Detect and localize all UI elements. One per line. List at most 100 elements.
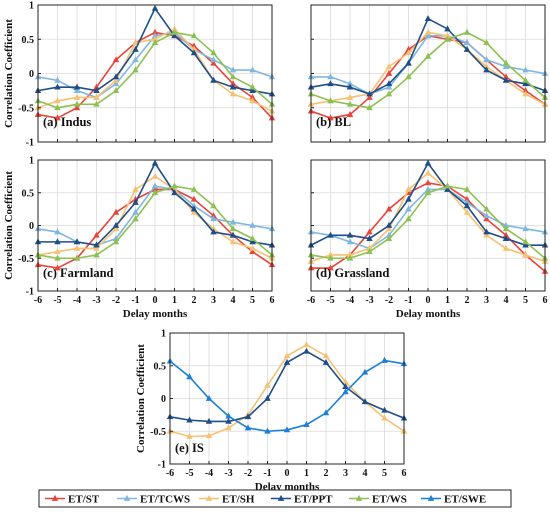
data-point bbox=[385, 80, 393, 87]
data-point bbox=[54, 238, 61, 245]
data-point bbox=[327, 231, 334, 238]
data-point bbox=[93, 231, 100, 238]
data-point bbox=[132, 56, 139, 63]
data-point bbox=[366, 93, 373, 100]
data-point bbox=[132, 198, 139, 205]
series-et-swe bbox=[166, 356, 408, 434]
data-point bbox=[171, 189, 178, 196]
data-point bbox=[463, 195, 471, 202]
data-point bbox=[444, 25, 451, 32]
legend-entry: ET/SH bbox=[199, 494, 255, 506]
x-tick-label: 3 bbox=[343, 468, 348, 479]
data-point bbox=[205, 394, 213, 401]
data-point bbox=[171, 32, 178, 39]
data-point bbox=[483, 212, 490, 219]
data-point bbox=[54, 264, 61, 271]
data-point bbox=[112, 56, 120, 63]
x-tick-label: 6 bbox=[402, 468, 407, 479]
data-point bbox=[112, 80, 120, 87]
data-point bbox=[361, 398, 369, 405]
data-point bbox=[190, 45, 198, 52]
data-point bbox=[132, 208, 139, 215]
data-point bbox=[190, 208, 198, 215]
legend-marker bbox=[427, 494, 435, 501]
data-point bbox=[327, 73, 334, 80]
y-axis-label: Correlation Coefficient bbox=[3, 19, 15, 128]
data-point bbox=[249, 83, 256, 90]
data-point bbox=[229, 225, 237, 232]
data-point bbox=[424, 169, 432, 176]
y-tick-label: -1 bbox=[26, 287, 34, 298]
x-tick-label: 5 bbox=[250, 295, 255, 306]
data-point bbox=[132, 39, 139, 46]
data-point bbox=[186, 432, 193, 439]
data-point bbox=[93, 100, 100, 107]
data-point bbox=[73, 87, 81, 93]
data-point bbox=[444, 182, 451, 189]
data-point bbox=[346, 238, 354, 245]
data-point bbox=[264, 394, 271, 401]
x-tick-label: -4 bbox=[346, 295, 354, 306]
series-et-ws bbox=[34, 28, 276, 111]
x-tick-label: -1 bbox=[131, 295, 139, 306]
data-point bbox=[229, 238, 237, 245]
data-point bbox=[229, 83, 237, 90]
data-point bbox=[483, 56, 490, 63]
y-tick-label: 0 bbox=[29, 221, 34, 232]
y-axis-label: Correlation Coefficient bbox=[3, 171, 15, 280]
y-tick-label: 1 bbox=[29, 156, 34, 167]
data-point bbox=[366, 104, 373, 111]
data-point bbox=[210, 49, 217, 56]
legend-marker bbox=[123, 494, 131, 501]
data-point bbox=[483, 215, 490, 222]
data-point bbox=[327, 80, 334, 87]
data-point bbox=[327, 264, 334, 271]
y-tick-label: -0.5 bbox=[150, 427, 166, 438]
chart-panel-1: -1 -0.5 0 0.5 1 Correlation Coefficient (a) In… bbox=[3, 1, 276, 149]
data-point bbox=[249, 93, 256, 100]
data-point bbox=[385, 63, 393, 69]
data-point bbox=[229, 66, 237, 73]
data-point bbox=[522, 251, 529, 258]
data-point bbox=[346, 80, 354, 87]
legend-label: ET/SWE bbox=[444, 494, 486, 506]
data-point bbox=[463, 198, 471, 205]
data-point bbox=[151, 28, 159, 35]
panel-label: (a) Indus bbox=[43, 115, 91, 129]
legend: ET/ST ET/TCWS ET/SH ET/PPT ET/WS ET/SWE bbox=[38, 489, 512, 508]
y-tick-label: -1 bbox=[26, 138, 34, 149]
data-point bbox=[405, 73, 412, 80]
legend-entry: ET/ST bbox=[45, 494, 100, 506]
x-tick-label: 3 bbox=[484, 295, 489, 306]
data-point bbox=[190, 32, 198, 39]
data-point bbox=[151, 182, 159, 189]
data-point bbox=[322, 358, 330, 365]
x-tick-label: -6 bbox=[34, 295, 42, 306]
data-point bbox=[171, 28, 178, 35]
data-point bbox=[151, 189, 159, 196]
data-point bbox=[244, 424, 252, 431]
data-point bbox=[405, 185, 412, 192]
data-point bbox=[186, 416, 193, 423]
data-point bbox=[93, 87, 100, 93]
x-tick-label: 4 bbox=[363, 468, 368, 479]
data-point bbox=[264, 381, 271, 388]
data-point bbox=[444, 32, 451, 39]
data-point bbox=[54, 76, 61, 83]
x-tick-label: 1 bbox=[445, 295, 450, 306]
data-point bbox=[342, 378, 349, 385]
data-point bbox=[483, 231, 490, 238]
y-tick-label: 0 bbox=[29, 69, 34, 80]
data-point bbox=[346, 251, 354, 258]
data-point bbox=[132, 45, 139, 52]
data-point bbox=[522, 90, 529, 97]
data-point bbox=[249, 87, 256, 93]
data-point bbox=[151, 39, 159, 46]
data-point bbox=[54, 114, 61, 121]
x-tick-label: 2 bbox=[324, 468, 329, 479]
data-point bbox=[151, 159, 159, 166]
data-point bbox=[151, 185, 159, 192]
data-point bbox=[405, 205, 412, 212]
x-tick-label: 0 bbox=[426, 295, 431, 306]
chart-panel-2: (b) BL bbox=[307, 4, 549, 143]
